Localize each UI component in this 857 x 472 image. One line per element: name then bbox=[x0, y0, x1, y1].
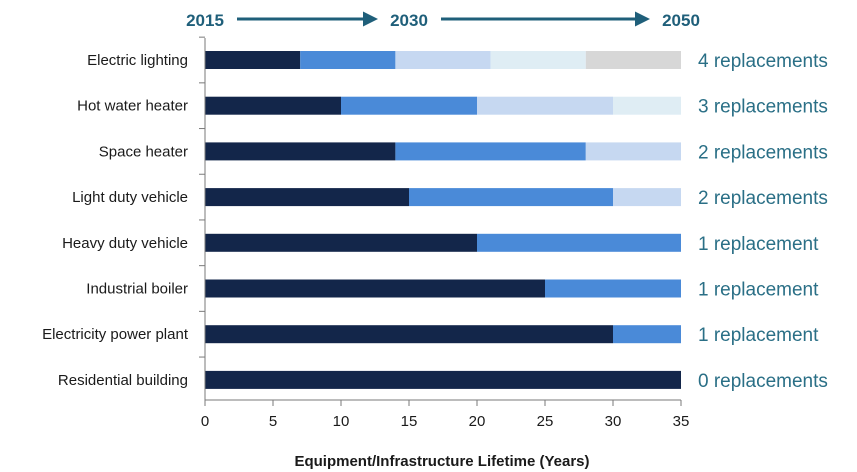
replacement-label: 2 replacements bbox=[698, 142, 828, 163]
category-label: Light duty vehicle bbox=[72, 189, 188, 206]
replacement-label: 0 replacements bbox=[698, 371, 828, 392]
replacement-label: 3 replacements bbox=[698, 97, 828, 118]
bar-segment bbox=[585, 142, 681, 161]
bar-segment bbox=[613, 96, 681, 115]
x-tick-label: 15 bbox=[401, 413, 418, 430]
timeline-year-label: 2015 bbox=[186, 11, 224, 30]
bar-segment bbox=[613, 188, 681, 207]
bar-segment bbox=[341, 96, 477, 115]
replacement-label: 1 replacement bbox=[698, 234, 819, 255]
bar-segment bbox=[409, 188, 613, 207]
timeline-year-label: 2030 bbox=[390, 11, 428, 30]
x-tick-label: 20 bbox=[469, 413, 486, 430]
replacement-labels: 4 replacements 3 replacements 2 replacemen… bbox=[698, 51, 828, 392]
bar-segment bbox=[585, 51, 681, 69]
x-tick-label: 35 bbox=[673, 413, 690, 430]
bar-segment bbox=[395, 51, 491, 69]
timeline-year-label: 2050 bbox=[662, 11, 700, 30]
category-label: Electric lighting bbox=[87, 52, 188, 69]
bar-segment bbox=[477, 233, 681, 252]
bar-segment bbox=[613, 325, 681, 344]
replacement-label: 1 replacement bbox=[698, 280, 819, 301]
bar-segment bbox=[205, 96, 341, 115]
bar-segment bbox=[205, 51, 301, 69]
category-label: Electricity power plant bbox=[42, 326, 189, 343]
bar-segment bbox=[205, 370, 681, 389]
category-label: Hot water heater bbox=[77, 98, 188, 115]
x-tick-label: 25 bbox=[537, 413, 554, 430]
bar-segment bbox=[205, 142, 396, 161]
timeline-header: 2015 2030 2050 bbox=[186, 11, 700, 30]
x-tick-label: 5 bbox=[269, 413, 277, 430]
bar-segment bbox=[205, 233, 477, 252]
category-labels: Electric lighting Hot water heater Space h… bbox=[42, 52, 189, 389]
x-tick-label: 30 bbox=[605, 413, 622, 430]
category-label: Heavy duty vehicle bbox=[62, 235, 188, 252]
replacement-label: 4 replacements bbox=[698, 51, 828, 72]
bar-segment bbox=[205, 279, 545, 298]
bar-segment bbox=[205, 188, 409, 207]
bar-segment bbox=[205, 325, 613, 344]
category-label: Space heater bbox=[99, 143, 188, 160]
x-tick-label: 0 bbox=[201, 413, 209, 430]
replacement-label: 1 replacement bbox=[698, 325, 819, 346]
category-label: Industrial boiler bbox=[86, 281, 188, 298]
x-axis-title: Equipment/Infrastructure Lifetime (Years… bbox=[294, 453, 589, 470]
bar-series bbox=[205, 51, 681, 389]
x-tick-label: 10 bbox=[333, 413, 350, 430]
bar-segment bbox=[477, 96, 613, 115]
category-label: Residential building bbox=[58, 372, 188, 389]
bar-segment bbox=[490, 51, 586, 69]
bar-segment bbox=[300, 51, 396, 69]
bar-segment bbox=[545, 279, 681, 298]
bar-segment bbox=[395, 142, 586, 161]
axes: 0 5 10 15 20 25 30 35 bbox=[199, 36, 690, 430]
replacement-label: 2 replacements bbox=[698, 188, 828, 209]
